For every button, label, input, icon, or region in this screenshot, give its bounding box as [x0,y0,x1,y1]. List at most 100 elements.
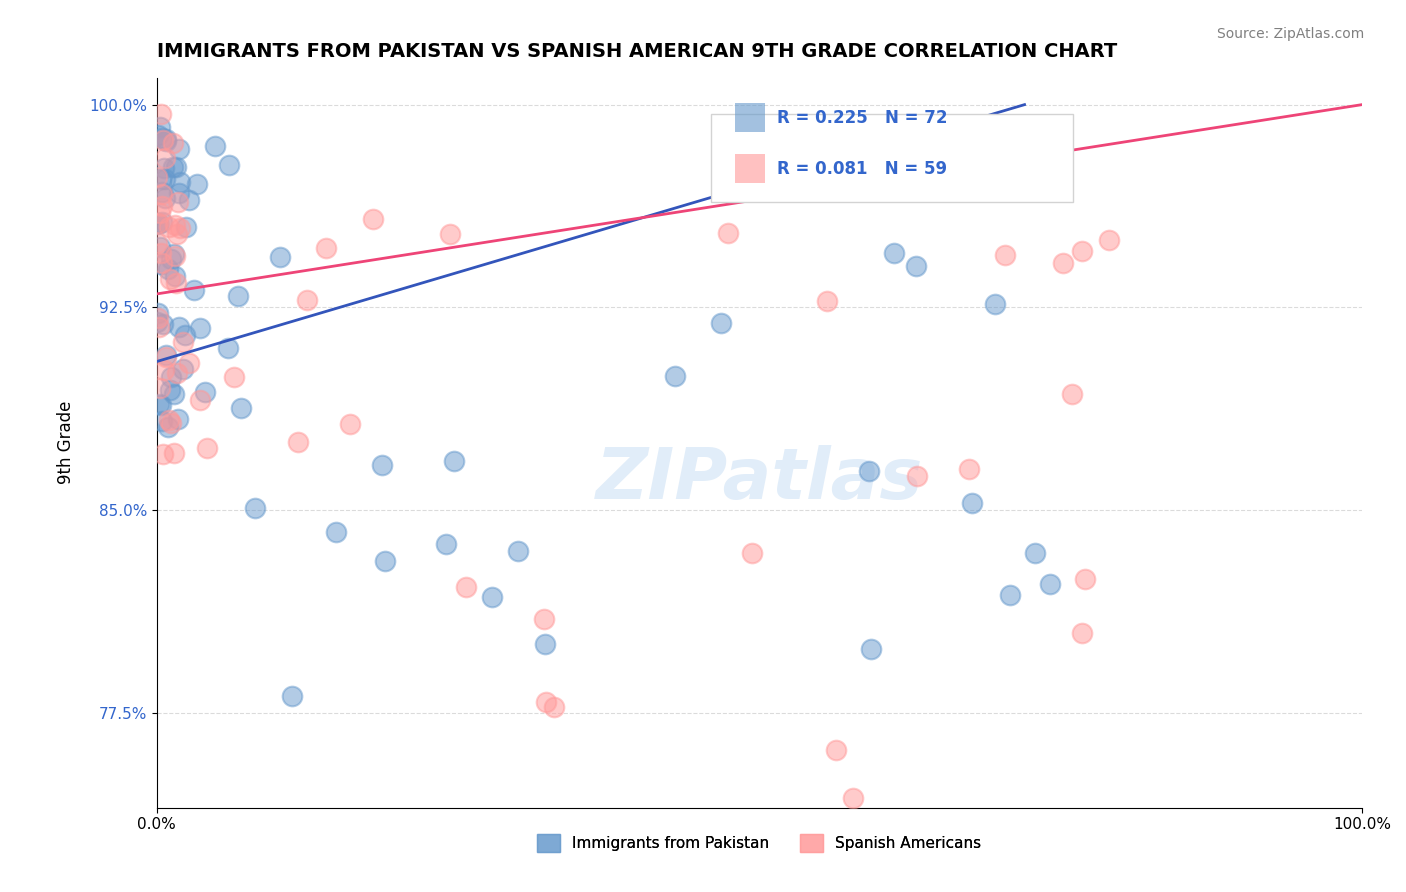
Point [150,246,173,260]
Point [146,216,169,230]
Point [150,256,173,270]
Point [371,458,394,472]
Point [152,133,174,147]
Point [165,276,187,290]
Y-axis label: 9th Grade: 9th Grade [58,401,75,484]
Point [163,268,186,283]
Text: R = 0.225   N = 72: R = 0.225 N = 72 [778,109,948,127]
Point [188,321,211,335]
Point [163,249,186,263]
Point [280,690,302,704]
Point [960,496,983,510]
Point [166,366,188,380]
Point [148,319,170,334]
Point [194,384,217,399]
Point [1062,386,1084,401]
Text: ZIPatlas: ZIPatlas [596,444,924,514]
Point [167,186,190,200]
Point [148,128,170,142]
Point [159,416,181,430]
Point [159,384,181,398]
Point [1074,572,1097,586]
Point [157,219,180,234]
Point [994,248,1017,262]
Point [152,447,174,461]
Point [287,434,309,449]
Point [149,107,172,121]
Text: Source: ZipAtlas.com: Source: ZipAtlas.com [1216,27,1364,41]
Point [825,743,848,757]
Point [361,211,384,226]
Point [149,120,172,135]
Point [163,218,186,232]
Point [149,240,172,254]
Point [717,226,740,240]
Point [162,136,184,150]
Point [1052,256,1074,270]
Point [167,142,190,156]
Point [157,420,180,434]
Point [169,220,191,235]
Point [534,695,557,709]
Point [152,317,174,331]
Point [905,469,928,483]
Point [146,217,169,231]
Point [146,310,169,325]
Point [153,161,176,176]
Point [163,387,186,401]
Point [245,500,267,515]
Point [434,537,457,551]
Point [842,791,865,805]
Point [984,297,1007,311]
Point [177,193,200,207]
Point [172,361,194,376]
Point [150,131,173,145]
Point [150,199,173,213]
Point [167,412,190,426]
Point [146,216,169,230]
Point [155,351,177,365]
Point [295,293,318,308]
Point [957,461,980,475]
Point [169,320,191,334]
FancyBboxPatch shape [711,114,1073,202]
Point [315,241,337,255]
Point [905,259,928,273]
Point [1071,625,1094,640]
Point [710,317,733,331]
Point [149,380,172,394]
Point [163,247,186,261]
Point [533,612,555,626]
Point [169,175,191,189]
Point [176,219,198,234]
Text: IMMIGRANTS FROM PAKISTAN VS SPANISH AMERICAN 9TH GRADE CORRELATION CHART: IMMIGRANTS FROM PAKISTAN VS SPANISH AMER… [157,42,1116,61]
FancyBboxPatch shape [735,103,765,132]
Point [157,413,180,427]
Point [859,641,882,656]
Point [179,356,201,370]
Point [146,235,169,250]
Point [218,157,240,171]
Point [153,191,176,205]
Point [146,315,169,329]
Point [167,195,190,210]
Point [159,272,181,286]
Point [162,160,184,174]
Point [186,177,208,191]
Point [165,160,187,174]
Point [664,369,686,384]
Point [339,417,361,431]
Point [146,169,169,184]
Point [1024,546,1046,560]
Point [817,294,839,309]
Point [204,139,226,153]
Point [150,186,173,201]
Point [152,363,174,377]
Point [159,369,181,384]
Point [150,414,173,428]
Point [741,546,763,560]
Point [481,591,503,605]
Point [153,151,176,165]
Point [150,257,173,271]
Point [149,206,172,220]
